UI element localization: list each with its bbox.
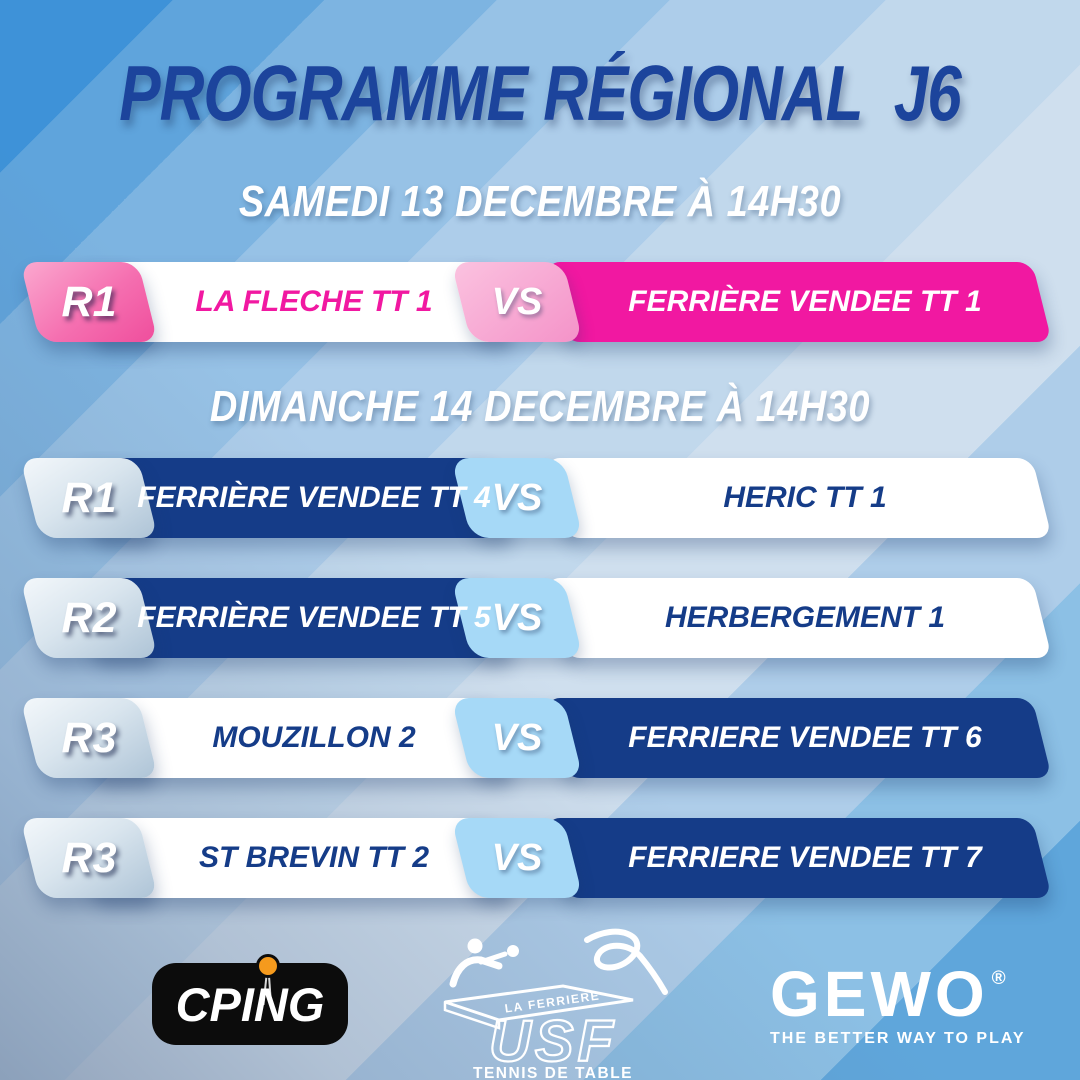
home-team-name: FERRIÈRE VENDEE TT 4 bbox=[137, 481, 491, 514]
player-body-icon bbox=[449, 956, 503, 988]
match-row-sunday-r2: R2 FERRIÈRE VENDEE TT 5 VS HERBERGEMENT … bbox=[0, 578, 1080, 658]
division-label: R3 bbox=[61, 833, 117, 882]
gewo-logo: GEWO ® THE BETTER WAY TO PLAY bbox=[770, 962, 1060, 1048]
away-team-name: FERRIÈRE VENDEE TT 1 bbox=[628, 285, 982, 318]
vs-label: VS bbox=[491, 836, 543, 879]
away-team-name: HERIC TT 1 bbox=[723, 481, 887, 514]
cping-wordmark: CPING bbox=[175, 977, 325, 1031]
away-team-name: HERBERGEMENT 1 bbox=[664, 601, 946, 634]
division-label: R1 bbox=[61, 473, 117, 522]
gewo-name-row: GEWO ® bbox=[770, 962, 1060, 1026]
sunday-heading: DIMANCHE 14 DECEMBRE À 14H30 bbox=[209, 383, 871, 432]
division-label: R2 bbox=[61, 593, 117, 642]
player-head-icon bbox=[467, 938, 483, 954]
division-label: R3 bbox=[61, 713, 117, 762]
home-team-name: LA FLECHE TT 1 bbox=[195, 285, 433, 318]
division-label: R1 bbox=[61, 277, 117, 326]
cping-logo: CPING bbox=[152, 954, 348, 1045]
match-row-sunday-r3a: R3 MOUZILLON 2 VS FERRIERE VENDEE TT 6 bbox=[0, 698, 1080, 778]
home-team-name: ST BREVIN TT 2 bbox=[198, 841, 430, 874]
usf-club-logo: LA FERRIERE USF TENNIS DE TABLE bbox=[443, 928, 668, 1080]
poster-title: PROGRAMME RÉGIONAL J6 bbox=[119, 51, 962, 138]
home-team-name: MOUZILLON 2 bbox=[212, 721, 416, 754]
ball-icon bbox=[256, 954, 280, 978]
gewo-tagline: THE BETTER WAY TO PLAY bbox=[770, 1030, 1026, 1047]
vs-label: VS bbox=[491, 596, 543, 639]
swoosh-icon bbox=[584, 928, 668, 995]
away-team-name: FERRIERE VENDEE TT 6 bbox=[628, 721, 982, 754]
vs-label: VS bbox=[491, 476, 543, 519]
gewo-wordmark: GEWO bbox=[770, 958, 989, 1030]
away-team-name: FERRIERE VENDEE TT 7 bbox=[628, 841, 982, 874]
racket-icon bbox=[507, 945, 519, 957]
usf-sport-text: TENNIS DE TABLE bbox=[473, 1065, 633, 1080]
table-top-icon bbox=[444, 984, 634, 1022]
match-row-sunday-r3b: R3 ST BREVIN TT 2 VS FERRIERE VENDEE TT … bbox=[0, 818, 1080, 898]
home-team-name: FERRIÈRE VENDEE TT 5 bbox=[137, 601, 491, 634]
saturday-heading: SAMEDI 13 DECEMBRE À 14H30 bbox=[238, 178, 842, 227]
usf-initials: USF bbox=[489, 1009, 617, 1074]
match-row-saturday-r1: R1 LA FLECHE TT 1 VS FERRIÈRE VENDEE TT … bbox=[0, 262, 1080, 342]
vs-label: VS bbox=[491, 716, 543, 759]
player-arm-icon bbox=[478, 951, 508, 965]
registered-trademark-mark: ® bbox=[991, 968, 1006, 989]
match-row-sunday-r1: R1 FERRIÈRE VENDEE TT 4 VS HERIC TT 1 bbox=[0, 458, 1080, 538]
vs-label: VS bbox=[491, 280, 543, 323]
table-edge-icon bbox=[443, 1000, 501, 1030]
